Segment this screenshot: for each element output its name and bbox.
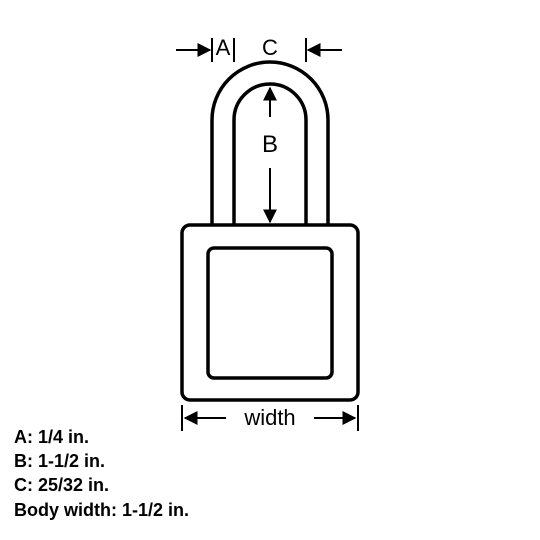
lock-body [182, 225, 358, 400]
label-width: width [243, 405, 295, 430]
legend-B: B: 1-1/2 in. [14, 449, 189, 473]
dimension-legend: A: 1/4 in. B: 1-1/2 in. C: 25/32 in. Bod… [14, 425, 189, 522]
label-B: B [262, 131, 278, 158]
label-C: C [262, 35, 278, 60]
legend-A: A: 1/4 in. [14, 425, 189, 449]
legend-width: Body width: 1-1/2 in. [14, 498, 189, 522]
legend-C: C: 25/32 in. [14, 473, 189, 497]
label-A: A [216, 35, 231, 60]
padlock-dimension-diagram: A C B width A: 1/4 in. B: 1-1/2 in. C: 2… [0, 0, 540, 540]
dimension-B: B [262, 88, 278, 222]
